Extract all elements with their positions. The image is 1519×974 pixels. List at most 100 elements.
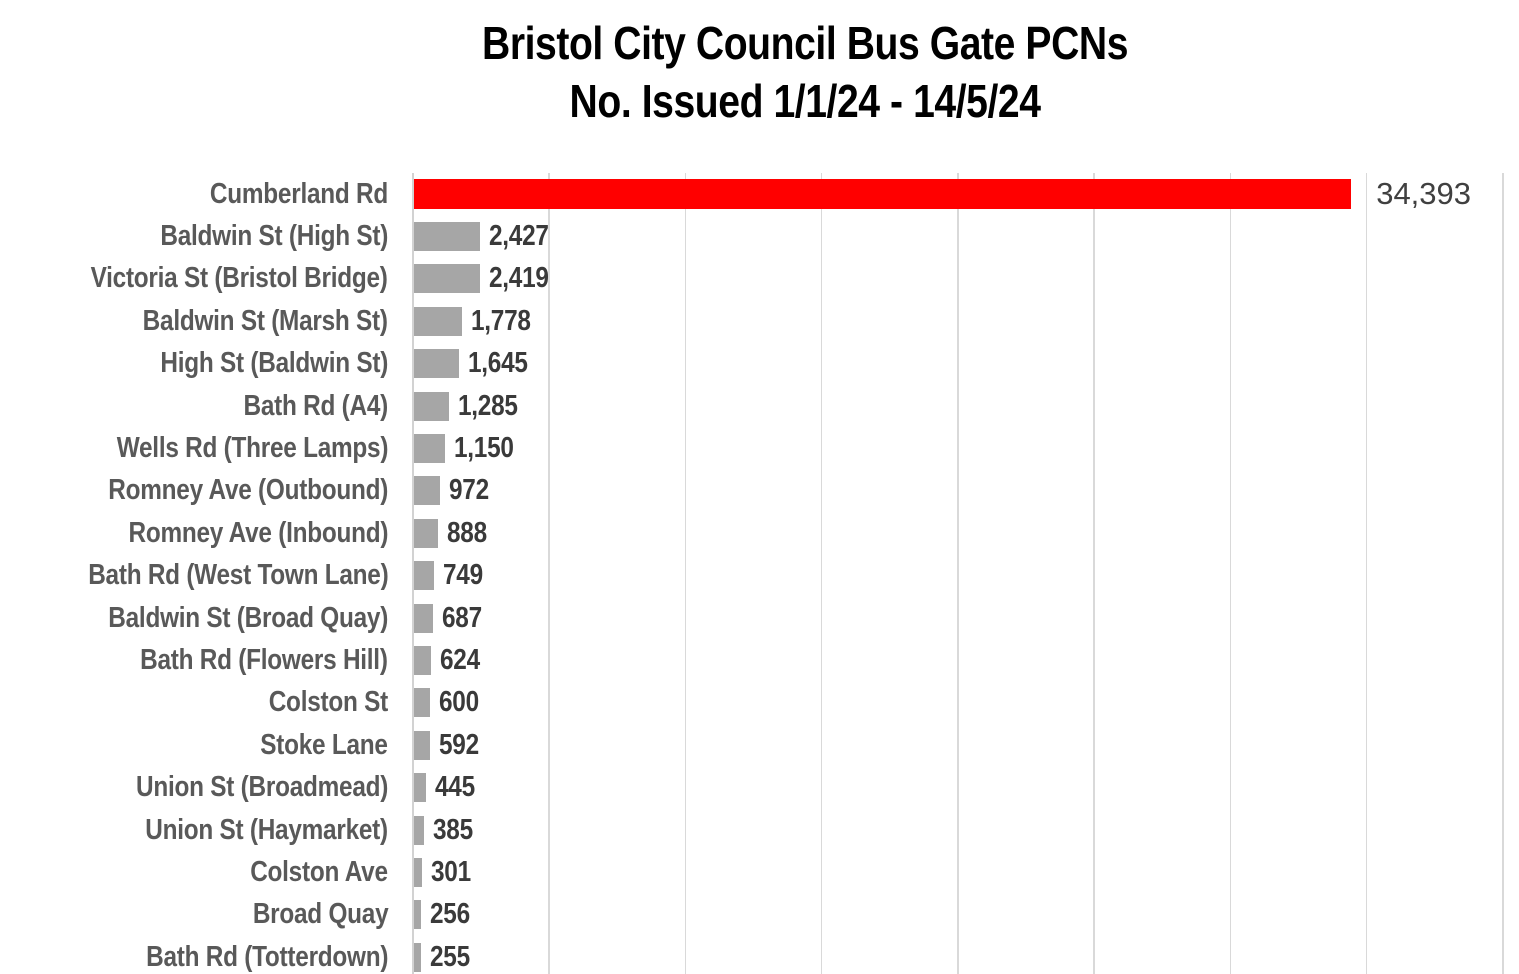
bar-cell: 687 xyxy=(412,597,1519,639)
bar-row: Wells Rd (Three Lamps) 1,150 xyxy=(0,427,1519,469)
category-label-cell: Broad Quay xyxy=(0,898,412,931)
bar xyxy=(414,222,481,252)
chart-title-text: Bristol City Council Bus Gate PCNs xyxy=(482,17,1129,69)
chart-title-block: Bristol City Council Bus Gate PCNs No. I… xyxy=(0,14,1519,130)
value-label: 592 xyxy=(439,728,480,761)
bar-cell: 749 xyxy=(412,555,1519,597)
major-gridline xyxy=(1229,173,1231,974)
bar-cell: 256 xyxy=(412,894,1519,936)
bar xyxy=(414,603,433,633)
category-label-cell: High St (Baldwin St) xyxy=(0,347,412,380)
category-label: Romney Ave (Inbound) xyxy=(128,516,388,549)
bar xyxy=(414,349,459,379)
bar-cell: 1,285 xyxy=(412,385,1519,427)
bar-row: Union St (Haymarket) 385 xyxy=(0,809,1519,851)
bar xyxy=(414,857,423,887)
bar xyxy=(414,815,425,845)
category-label: Union St (Haymarket) xyxy=(145,813,388,846)
category-label-cell: Bath Rd (A4) xyxy=(0,390,412,423)
value-label: 445 xyxy=(435,771,476,804)
category-label-cell: Colston Ave xyxy=(0,856,412,889)
bar xyxy=(414,645,431,675)
bar-row: Colston Ave 301 xyxy=(0,851,1519,893)
bar-row: Romney Ave (Outbound) 972 xyxy=(0,470,1519,512)
chart-subtitle-text: No. Issued 1/1/24 - 14/5/24 xyxy=(569,75,1042,127)
value-label: 2,427 xyxy=(489,220,549,253)
bar-row: Bath Rd (Flowers Hill) 624 xyxy=(0,639,1519,681)
bar xyxy=(414,561,435,591)
major-gridline xyxy=(1365,173,1368,974)
value-label: 34,393 xyxy=(1376,176,1472,212)
category-label-cell: Cumberland Rd xyxy=(0,178,412,211)
value-label: 687 xyxy=(441,601,482,634)
value-label: 1,778 xyxy=(471,304,532,337)
category-label: Colston St xyxy=(268,686,389,719)
major-gridline xyxy=(548,173,550,974)
bar-row: Colston St 600 xyxy=(0,682,1519,724)
bar-cell: 301 xyxy=(412,851,1519,893)
bar xyxy=(414,518,439,548)
category-label: Bath Rd (Totterdown) xyxy=(145,940,388,973)
bar-row: Baldwin St (Marsh St) 1,778 xyxy=(0,300,1519,342)
bar xyxy=(414,900,421,930)
category-label: Victoria St (Bristol Bridge) xyxy=(90,262,388,295)
bar-cell: 600 xyxy=(412,682,1519,724)
bar-cell: 385 xyxy=(412,809,1519,851)
category-label: Union St (Broadmead) xyxy=(135,771,388,804)
bar-cell: 2,427 xyxy=(412,215,1519,257)
value-label: 385 xyxy=(433,813,474,846)
bar xyxy=(414,434,446,464)
bar-cell: 888 xyxy=(412,512,1519,554)
category-label: Stoke Lane xyxy=(260,728,389,761)
category-label: Baldwin St (Broad Quay) xyxy=(108,601,388,634)
value-label: 1,285 xyxy=(458,389,518,422)
category-label-cell: Baldwin St (Broad Quay) xyxy=(0,602,412,635)
value-label: 256 xyxy=(429,898,470,931)
category-label-cell: Colston St xyxy=(0,686,412,719)
value-label: 301 xyxy=(431,855,472,888)
major-gridline xyxy=(957,173,959,974)
category-label: Bath Rd (West Town Lane) xyxy=(87,559,389,592)
bar xyxy=(414,306,463,336)
category-label-cell: Union St (Haymarket) xyxy=(0,814,412,847)
category-label: Cumberland Rd xyxy=(209,177,388,210)
category-label-cell: Stoke Lane xyxy=(0,729,412,762)
bar-cell: 2,419 xyxy=(412,258,1519,300)
value-label: 600 xyxy=(439,686,480,719)
value-label: 1,150 xyxy=(454,432,515,465)
category-label-cell: Romney Ave (Outbound) xyxy=(0,474,412,507)
category-label-cell: Romney Ave (Inbound) xyxy=(0,517,412,550)
value-label: 624 xyxy=(440,643,480,676)
bar-cell: 1,778 xyxy=(412,300,1519,342)
category-label: Baldwin St (Marsh St) xyxy=(142,304,388,337)
category-label: Colston Ave xyxy=(250,855,388,888)
bar-row: Victoria St (Bristol Bridge) 2,419 xyxy=(0,258,1519,300)
bar-row: Bath Rd (West Town Lane) 749 xyxy=(0,555,1519,597)
bar xyxy=(414,264,480,294)
chart-title: Bristol City Council Bus Gate PCNs xyxy=(92,14,1519,72)
value-label: 972 xyxy=(449,474,490,507)
category-label-cell: Wells Rd (Three Lamps) xyxy=(0,432,412,465)
category-label: Broad Quay xyxy=(252,898,388,931)
major-gridline xyxy=(820,173,823,974)
bar-cell: 445 xyxy=(412,766,1519,808)
value-label: 2,419 xyxy=(488,262,549,295)
major-gridline xyxy=(1093,173,1095,974)
value-label: 1,645 xyxy=(467,347,528,380)
bar-cell: 34,393 xyxy=(412,173,1519,215)
bar-row: Stoke Lane 592 xyxy=(0,724,1519,766)
chart-subtitle: No. Issued 1/1/24 - 14/5/24 xyxy=(92,72,1519,130)
value-label: 255 xyxy=(429,940,470,973)
bar-cell: 1,150 xyxy=(412,427,1519,469)
category-label-cell: Bath Rd (West Town Lane) xyxy=(0,559,412,592)
bar-cell: 1,645 xyxy=(412,343,1519,385)
value-axis-line xyxy=(412,173,414,974)
category-label-cell: Union St (Broadmead) xyxy=(0,771,412,804)
bar xyxy=(414,773,427,803)
bar-row: Bath Rd (Totterdown) 255 xyxy=(0,936,1519,974)
category-label: Romney Ave (Outbound) xyxy=(108,474,388,507)
bar-row: Broad Quay 256 xyxy=(0,894,1519,936)
major-gridline xyxy=(1502,173,1504,974)
bar-row: High St (Baldwin St) 1,645 xyxy=(0,343,1519,385)
